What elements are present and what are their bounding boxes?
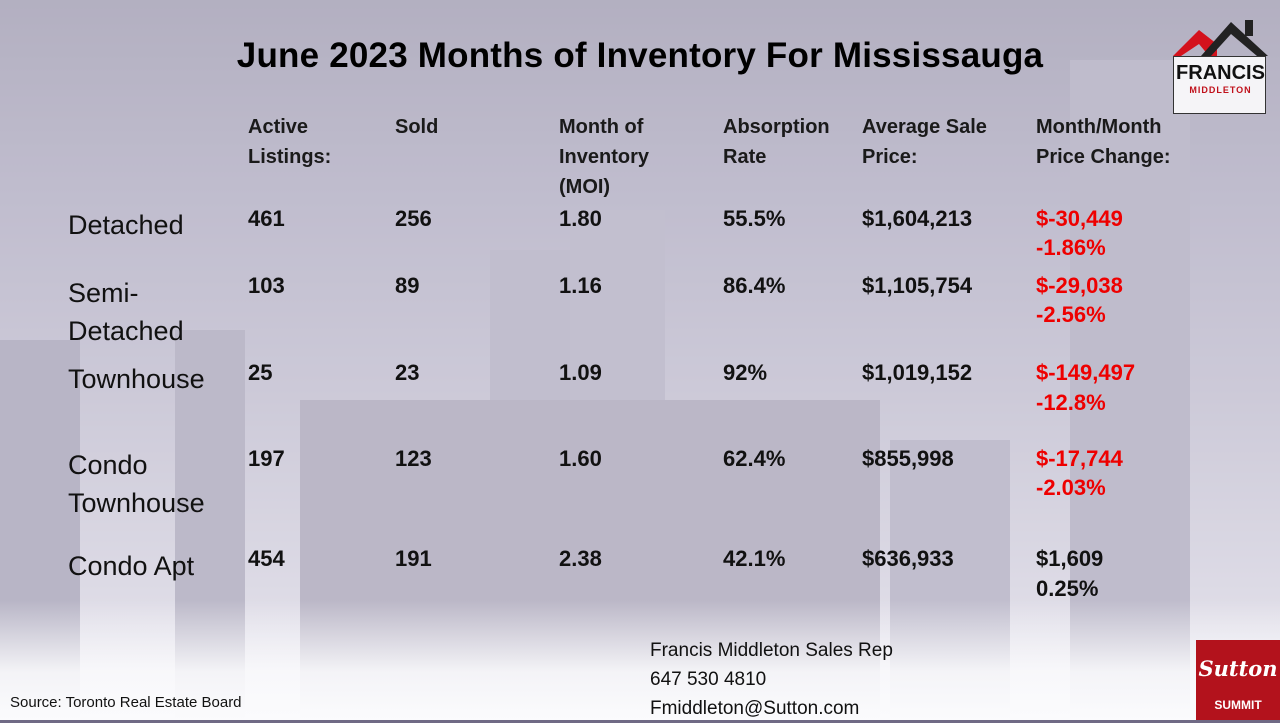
cell-sold: 123 xyxy=(395,446,432,471)
cell-active: 103 xyxy=(248,273,285,298)
source-note: Source: Toronto Real Estate Board xyxy=(10,694,242,711)
row-label-townhouse: Townhouse xyxy=(68,364,205,394)
sutton-logo-sub: SUMMIT xyxy=(1214,698,1262,712)
header-price-change: Month/Month Price Change: xyxy=(1036,116,1171,168)
cell-sold: 89 xyxy=(395,273,420,298)
cell-sold: 256 xyxy=(395,206,432,231)
header-average-price: Average Sale Price: xyxy=(862,116,987,168)
row-label-condo-apt: Condo Apt xyxy=(68,551,195,581)
logo-box xyxy=(1173,56,1266,114)
header-absorption: Absorption Rate xyxy=(723,116,830,168)
house-roof-icon xyxy=(1173,20,1268,56)
cell-change-amount: $-17,744 xyxy=(1036,446,1123,471)
cell-absorption: 55.5% xyxy=(723,206,786,231)
contact-email: Fmiddleton@Sutton.com xyxy=(650,698,860,719)
logo-name: FRANCIS xyxy=(1176,62,1265,84)
contact-block: Francis Middleton Sales Rep 647 530 4810… xyxy=(650,636,893,723)
snow-foreground xyxy=(0,600,1280,720)
francis-middleton-logo: FRANCIS MIDDLETON xyxy=(1173,16,1268,114)
page-title: June 2023 Months of Inventory For Missis… xyxy=(236,36,1044,75)
cell-active: 461 xyxy=(248,206,285,231)
cell-avg-price: $1,604,213 xyxy=(862,206,973,231)
row-label-semi-detached: Semi- Detached xyxy=(68,278,184,346)
header-sold: Sold xyxy=(395,116,439,138)
cell-change-amount: $-30,449 xyxy=(1036,206,1123,231)
cell-avg-price: $855,998 xyxy=(862,446,954,471)
cell-absorption: 86.4% xyxy=(723,273,786,298)
cell-moi: 1.16 xyxy=(559,273,602,298)
cell-avg-price: $1,105,754 xyxy=(862,273,973,298)
header-moi: Month of Inventory (MOI) xyxy=(559,116,650,198)
cell-change-amount: $-149,497 xyxy=(1036,360,1136,385)
sutton-logo-name: Sutton xyxy=(1198,656,1278,681)
cell-absorption: 62.4% xyxy=(723,446,786,471)
row-label-detached: Detached xyxy=(68,210,184,240)
cell-change-pct: -12.8% xyxy=(1036,390,1106,415)
cell-sold: 23 xyxy=(395,360,420,385)
cell-moi: 1.09 xyxy=(559,360,602,385)
cell-absorption: 42.1% xyxy=(723,546,786,571)
cell-avg-price: $636,933 xyxy=(862,546,954,571)
logo-surname: MIDDLETON xyxy=(1189,85,1252,95)
cell-active: 197 xyxy=(248,446,285,471)
row-label-condo-townhouse: Condo Townhouse xyxy=(68,450,205,518)
header-active-listings: Active Listings: xyxy=(248,116,332,168)
cell-change-pct: 0.25% xyxy=(1036,576,1099,601)
cell-active: 25 xyxy=(248,360,273,385)
cell-moi: 1.60 xyxy=(559,446,602,471)
cell-change-amount: $1,609 xyxy=(1036,546,1104,571)
cell-avg-price: $1,019,152 xyxy=(862,360,973,385)
contact-phone: 647 530 4810 xyxy=(650,669,767,690)
cell-change-pct: -2.03% xyxy=(1036,475,1106,500)
contact-name: Francis Middleton Sales Rep xyxy=(650,640,893,661)
sutton-logo: Sutton SUMMIT xyxy=(1196,640,1280,720)
cell-change-pct: -1.86% xyxy=(1036,235,1106,260)
cell-sold: 191 xyxy=(395,546,432,571)
cell-absorption: 92% xyxy=(723,360,768,385)
cell-moi: 1.80 xyxy=(559,206,602,231)
cell-active: 454 xyxy=(248,546,285,571)
cell-moi: 2.38 xyxy=(559,546,602,571)
cell-change-pct: -2.56% xyxy=(1036,302,1106,327)
cell-change-amount: $-29,038 xyxy=(1036,273,1123,298)
